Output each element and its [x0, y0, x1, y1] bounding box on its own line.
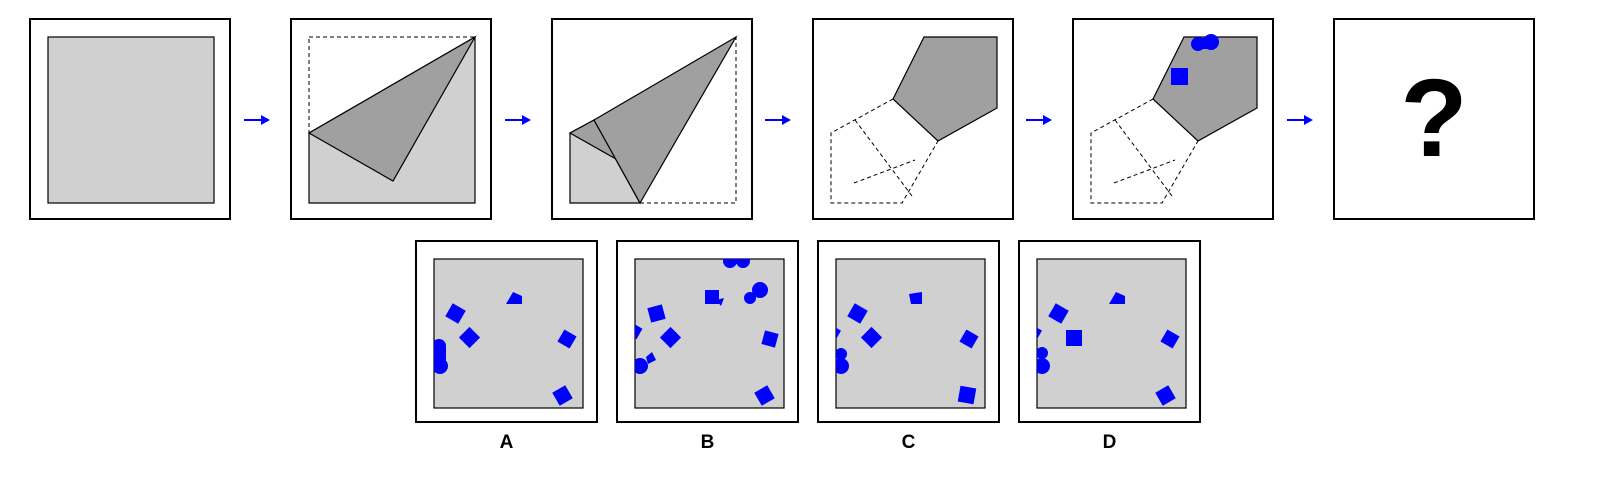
step-2-panel: [290, 18, 492, 220]
arrow-icon: [765, 115, 791, 125]
round-hole: [1191, 34, 1219, 51]
arrow-icon: [1026, 115, 1052, 125]
square-hole: [1171, 68, 1188, 85]
step-4-panel: [812, 18, 1014, 220]
step-5-paper: [1090, 34, 1258, 204]
step-3-panel: [551, 18, 753, 220]
option-d-label: D: [1102, 432, 1117, 453]
option-c-paper: [835, 258, 986, 409]
option-d-paper: [1036, 258, 1187, 409]
step-4-paper: [830, 36, 998, 204]
answer-placeholder-panel: ?: [1333, 18, 1535, 220]
arrow-icon: [244, 115, 270, 125]
option-a-label: A: [499, 432, 514, 453]
option-a[interactable]: [415, 240, 598, 423]
option-b-label: B: [700, 432, 715, 453]
step-1-paper: [47, 36, 215, 204]
step-1-panel: [29, 18, 231, 220]
option-c[interactable]: [817, 240, 1000, 423]
option-a-paper: [433, 258, 584, 409]
arrow-icon: [1287, 115, 1313, 125]
option-d[interactable]: [1018, 240, 1201, 423]
option-b[interactable]: [616, 240, 799, 423]
step-2-paper: [307, 35, 477, 204]
step-3-paper: [568, 35, 738, 205]
question-mark: ?: [1400, 57, 1468, 180]
option-b-paper: [634, 258, 785, 409]
arrow-icon: [505, 115, 531, 125]
option-c-label: C: [901, 432, 916, 453]
step-5-panel: [1072, 18, 1274, 220]
